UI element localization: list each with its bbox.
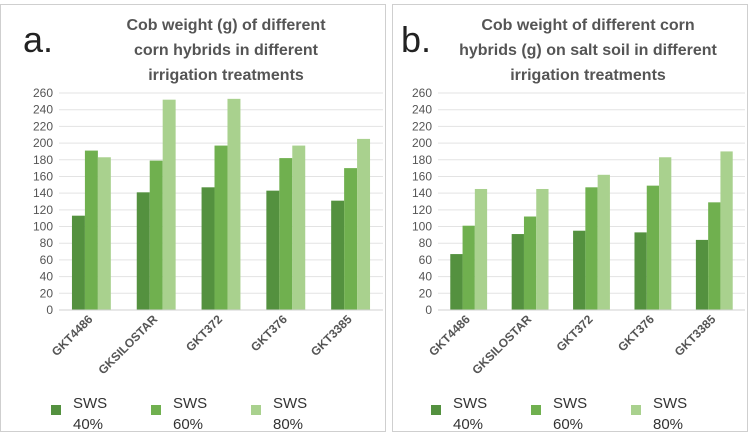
x-tick-label: GKT372 [554,312,596,354]
y-tick-label: 100 [412,220,432,234]
legend-label: SWS 80% [653,395,688,433]
legend-swatch [151,405,161,415]
y-tick-label: 0 [425,303,432,317]
bar [71,215,85,310]
legend: SWS 40% SWS 60% SWS 80% [51,393,351,435]
bar [573,230,586,310]
bar [597,174,610,310]
y-tick-label: 260 [412,86,432,100]
legend-item: SWS 60% [151,393,251,435]
x-tick-label: GKT3385 [672,312,719,359]
chart-title: Cob weight (g) of different corn hybrids… [126,17,326,84]
y-tick-label: 20 [40,286,54,300]
bar [344,168,358,310]
x-tick-label: GKT4486 [426,312,473,359]
x-tick-label: GKT376 [615,312,657,354]
bar [227,98,241,310]
legend-label: SWS 60% [173,395,208,433]
y-tick-label: 140 [33,186,53,200]
legend-swatch [51,405,61,415]
x-tick-label: GKT3385 [308,312,355,359]
y-tick-label: 220 [412,119,432,133]
chart-panel: 0 20 40 60 80 100 120 140 160 180 200 220 240 260 GKT4… [392,4,748,435]
bar [659,157,672,310]
y-tick-label: 0 [46,303,53,317]
legend-item: SWS 80% [631,393,731,435]
bar [511,234,524,310]
bar [201,187,215,310]
bar [84,150,98,310]
y-tick-label: 80 [419,236,433,250]
legend-label: SWS 60% [553,395,588,433]
chart-title: Cob weight of different corn hybrids (g)… [459,17,717,84]
y-tick-label: 240 [33,103,53,117]
bar [708,202,721,310]
bar [149,160,163,310]
bar [214,145,228,310]
y-tick-label: 120 [412,203,432,217]
bar [695,239,709,310]
bar [462,225,475,310]
legend-item: SWS 80% [251,393,351,435]
y-tick-label: 180 [412,153,432,167]
y-tick-label: 200 [33,136,53,150]
legend-label: SWS 40% [73,395,108,433]
x-tick-label: GKT372 [183,312,225,354]
y-tick-label: 40 [40,270,54,284]
y-tick-label: 200 [412,136,432,150]
y-tick-label: 220 [33,119,53,133]
legend-swatch [251,405,261,415]
legend-swatch [431,405,441,415]
legend-item: SWS 60% [531,393,631,435]
bar [162,99,176,310]
legend: SWS 40% SWS 60% SWS 80% [431,393,731,435]
bar [585,187,598,310]
bar [266,190,280,310]
y-tick-label: 260 [33,86,53,100]
y-tick-label: 180 [33,153,53,167]
chart-panel: 0 20 40 60 80 100 120 140 160 180 200 220 240 260 GKT4… [0,4,386,435]
legend-swatch [631,405,641,415]
bar [279,158,293,310]
y-tick-label: 140 [412,186,432,200]
y-tick-label: 160 [412,169,432,183]
y-tick-label: 60 [40,253,54,267]
bar [720,151,733,310]
chart: 0 20 40 60 80 100 120 140 160 180 200 220 240 260 GKT4… [33,86,383,377]
y-tick-label: 100 [33,220,53,234]
y-tick-label: 40 [419,270,433,284]
y-tick-label: 160 [33,169,53,183]
panel-label: b. [401,19,432,60]
legend-item: SWS 40% [431,393,531,435]
panel-label: a. [23,19,54,60]
x-tick-label: GKSILOSTAR [95,312,160,377]
x-tick-label: GKT376 [248,312,290,354]
bar [646,185,660,310]
bar [536,188,549,310]
bar [136,192,150,310]
legend-item: SWS 40% [51,393,151,435]
x-tick-label: GKT4486 [49,312,96,359]
bar [292,145,306,310]
y-tick-label: 120 [33,203,53,217]
bar [331,200,345,310]
y-tick-label: 80 [40,236,54,250]
bar [634,232,647,310]
x-tick-label: GKSILOSTAR [469,312,534,377]
bar [97,157,111,310]
y-tick-label: 20 [419,286,433,300]
legend-label: SWS 80% [273,395,308,433]
y-tick-label: 60 [419,253,433,267]
chart: 0 20 40 60 80 100 120 140 160 180 200 220 240 260 GKT4… [412,86,745,377]
legend-label: SWS 40% [453,395,488,433]
bar [357,138,371,310]
y-tick-label: 240 [412,103,432,117]
bar [450,254,463,310]
bar [474,188,488,310]
bar [523,216,537,310]
legend-swatch [531,405,541,415]
